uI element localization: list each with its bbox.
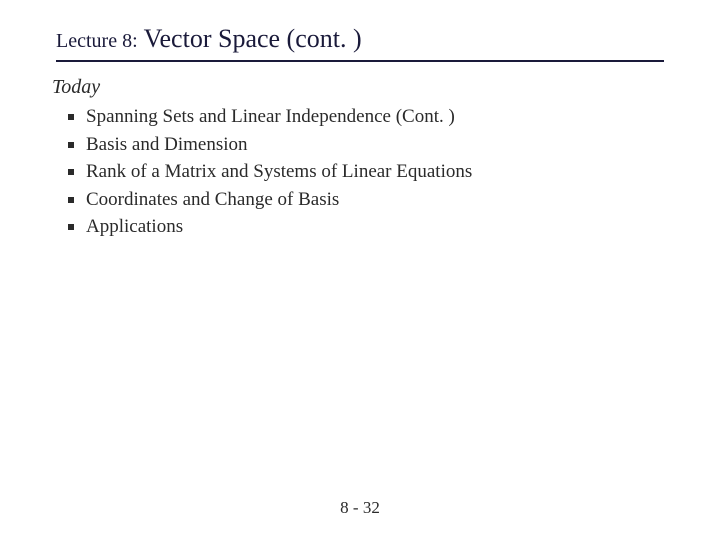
list-item: Rank of a Matrix and Systems of Linear E… bbox=[68, 158, 664, 186]
bullet-icon bbox=[68, 197, 74, 203]
bullet-icon bbox=[68, 224, 74, 230]
list-item: Spanning Sets and Linear Independence (C… bbox=[68, 103, 664, 131]
slide: Lecture 8: Vector Space (cont. ) Today S… bbox=[0, 0, 720, 540]
bullet-text: Spanning Sets and Linear Independence (C… bbox=[86, 103, 455, 131]
page-number: 8 - 32 bbox=[0, 498, 720, 518]
bullet-icon bbox=[68, 169, 74, 175]
list-item: Coordinates and Change of Basis bbox=[68, 186, 664, 214]
bullet-text: Coordinates and Change of Basis bbox=[86, 186, 339, 214]
bullet-icon bbox=[68, 114, 74, 120]
title-underline bbox=[56, 60, 664, 62]
list-item: Applications bbox=[68, 213, 664, 241]
title-main: Vector Space (cont. ) bbox=[144, 24, 362, 54]
bullet-text: Rank of a Matrix and Systems of Linear E… bbox=[86, 158, 472, 186]
bullet-icon bbox=[68, 142, 74, 148]
bullet-text: Basis and Dimension bbox=[86, 131, 248, 159]
bullet-text: Applications bbox=[86, 213, 183, 241]
bullet-list: Spanning Sets and Linear Independence (C… bbox=[56, 103, 664, 241]
title-prefix: Lecture 8: bbox=[56, 30, 138, 53]
list-item: Basis and Dimension bbox=[68, 131, 664, 159]
section-heading: Today bbox=[52, 76, 664, 99]
slide-title: Lecture 8: Vector Space (cont. ) bbox=[56, 24, 664, 54]
